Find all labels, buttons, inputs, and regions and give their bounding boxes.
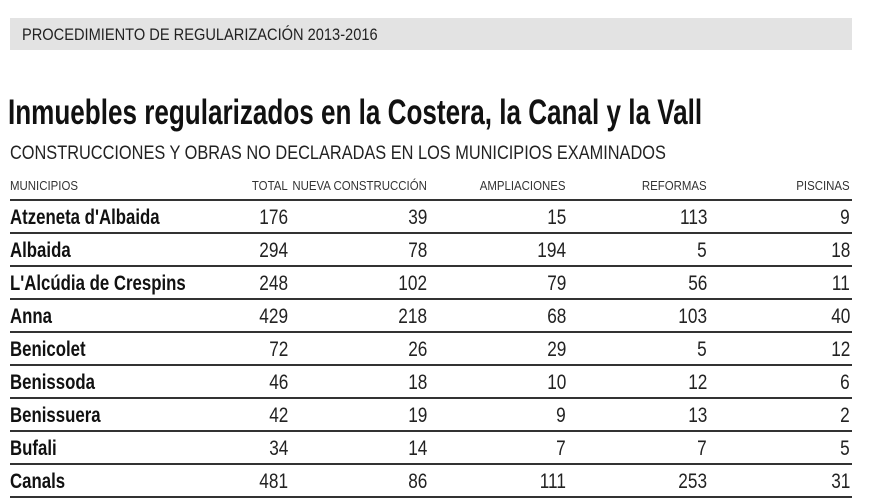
cell-municipio: Benissoda xyxy=(10,371,95,394)
cell-ampliaciones: 10 xyxy=(546,371,566,394)
cell-piscinas: 12 xyxy=(830,338,850,361)
cell-nueva-construccion: 78 xyxy=(407,239,427,262)
table-row: Albaida 294 78 194 5 18 xyxy=(0,234,880,267)
cell-nueva-construccion: 86 xyxy=(407,470,427,493)
cell-municipio: Bufali xyxy=(10,437,57,460)
header-reformas: REFORMAS xyxy=(642,178,707,193)
cell-total: 72 xyxy=(268,338,288,361)
cell-reformas: 113 xyxy=(679,206,707,229)
page-subtitle: CONSTRUCCIONES Y OBRAS NO DECLARADAS EN … xyxy=(10,143,666,164)
cell-total: 42 xyxy=(268,404,288,427)
cell-reformas: 103 xyxy=(678,305,707,328)
cell-reformas: 13 xyxy=(687,404,707,427)
cell-municipio: Benicolet xyxy=(10,338,86,361)
header-total: TOTAL xyxy=(252,178,288,193)
table-row: Bufali 34 14 7 7 5 xyxy=(0,432,880,465)
table-row: L'Alcúdia de Crespins 248 102 79 56 11 xyxy=(0,267,880,300)
cell-piscinas: 11 xyxy=(832,272,850,295)
cell-ampliaciones: 7 xyxy=(556,437,566,460)
cell-municipio: Atzeneta d'Albaida xyxy=(10,206,160,229)
cell-total: 46 xyxy=(268,371,288,394)
cell-nueva-construccion: 18 xyxy=(407,371,427,394)
row-divider xyxy=(10,463,852,465)
row-divider xyxy=(10,364,852,366)
cell-ampliaciones: 194 xyxy=(537,239,566,262)
cell-piscinas: 5 xyxy=(840,437,850,460)
cell-piscinas: 2 xyxy=(840,404,850,427)
cell-reformas: 12 xyxy=(687,371,707,394)
cell-nueva-construccion: 14 xyxy=(407,437,427,460)
cell-nueva-construccion: 39 xyxy=(407,206,427,229)
table-row: Anna 429 218 68 103 40 xyxy=(0,300,880,333)
cell-reformas: 253 xyxy=(678,470,707,493)
cell-ampliaciones: 15 xyxy=(546,206,566,229)
cell-ampliaciones: 111 xyxy=(539,470,566,493)
cell-piscinas: 9 xyxy=(840,206,850,229)
page-title: Inmuebles regularizados en la Costera, l… xyxy=(8,93,703,132)
row-divider xyxy=(10,331,852,333)
cell-municipio: Benissuera xyxy=(10,404,101,427)
cell-ampliaciones: 29 xyxy=(546,338,566,361)
table-header: MUNICIPIOS TOTAL NUEVA CONSTRUCCIÓN AMPL… xyxy=(0,178,880,198)
cell-nueva-construccion: 26 xyxy=(407,338,427,361)
row-divider xyxy=(10,430,852,432)
cell-reformas: 56 xyxy=(687,272,707,295)
cell-reformas: 5 xyxy=(697,239,707,262)
row-divider xyxy=(10,298,852,300)
cell-ampliaciones: 79 xyxy=(546,272,566,295)
header-piscinas: PISCINAS xyxy=(796,178,850,193)
cell-municipio: Canals xyxy=(10,470,66,493)
cell-nueva-construccion: 102 xyxy=(398,272,427,295)
row-divider xyxy=(10,232,852,234)
cell-municipio: Albaida xyxy=(10,239,71,262)
cell-piscinas: 18 xyxy=(830,239,850,262)
table-row: Canals 481 86 111 253 31 xyxy=(0,465,880,498)
table-row: Benissuera 42 19 9 13 2 xyxy=(0,399,880,432)
cell-total: 429 xyxy=(259,305,288,328)
cell-nueva-construccion: 218 xyxy=(398,305,427,328)
table-row: Atzeneta d'Albaida 176 39 15 113 9 xyxy=(0,201,880,234)
cell-piscinas: 31 xyxy=(830,470,850,493)
cell-piscinas: 6 xyxy=(840,371,850,394)
cell-ampliaciones: 68 xyxy=(546,305,566,328)
cell-piscinas: 40 xyxy=(830,305,850,328)
cell-ampliaciones: 9 xyxy=(556,404,566,427)
cell-total: 34 xyxy=(268,437,288,460)
header-nueva-construccion: NUEVA CONSTRUCCIÓN xyxy=(292,178,427,193)
row-divider xyxy=(10,265,852,267)
row-divider xyxy=(10,199,852,201)
cell-total: 294 xyxy=(259,239,288,262)
section-banner: PROCEDIMIENTO DE REGULARIZACIÓN 2013-201… xyxy=(10,18,852,50)
cell-total: 481 xyxy=(259,470,288,493)
banner-text: PROCEDIMIENTO DE REGULARIZACIÓN 2013-201… xyxy=(22,25,378,44)
header-ampliaciones: AMPLIACIONES xyxy=(480,178,566,193)
table-row: Benicolet 72 26 29 5 12 xyxy=(0,333,880,366)
cell-total: 248 xyxy=(259,272,288,295)
row-divider xyxy=(10,397,852,399)
cell-reformas: 5 xyxy=(697,338,707,361)
cell-nueva-construccion: 19 xyxy=(407,404,427,427)
cell-municipio: L'Alcúdia de Crespins xyxy=(10,272,186,295)
cell-reformas: 7 xyxy=(697,437,707,460)
cell-municipio: Anna xyxy=(10,305,52,328)
table-row: Benissoda 46 18 10 12 6 xyxy=(0,366,880,399)
cell-total: 176 xyxy=(259,206,288,229)
header-municipios: MUNICIPIOS xyxy=(10,178,79,193)
